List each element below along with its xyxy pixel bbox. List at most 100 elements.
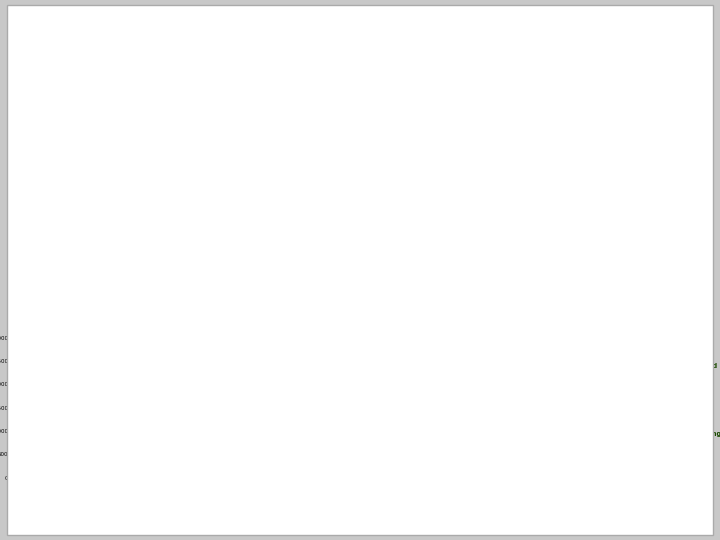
Text: concentration range obtained from literature [2]: concentration range obtained from litera… xyxy=(608,363,717,377)
Bar xyxy=(45,422,58,478)
Bar xyxy=(168,312,192,319)
Bar xyxy=(146,431,156,478)
Text: ICP-AESDetection Limit: ICP-AESDetection Limit xyxy=(459,361,570,370)
Bar xyxy=(375,472,382,478)
Bar xyxy=(363,475,371,478)
Bar xyxy=(14,47,706,49)
Bar xyxy=(163,400,174,478)
Bar xyxy=(23,384,36,478)
Y-axis label: mg/kg: mg/kg xyxy=(243,399,248,416)
Bar xyxy=(14,42,706,45)
Bar xyxy=(328,475,336,478)
Bar xyxy=(125,192,148,319)
Bar xyxy=(146,392,156,478)
Bar xyxy=(67,370,81,478)
Text: Preliminary results about oil elemental profile: Preliminary results about oil elemental … xyxy=(51,20,669,44)
Bar xyxy=(398,471,406,478)
Bar xyxy=(163,353,174,478)
FancyBboxPatch shape xyxy=(613,402,711,467)
Bar xyxy=(328,472,336,478)
Bar xyxy=(432,443,454,461)
Bar xyxy=(14,9,706,12)
Bar xyxy=(233,455,243,478)
Bar xyxy=(14,38,706,40)
Bar xyxy=(292,352,300,478)
FancyBboxPatch shape xyxy=(11,62,709,332)
Bar xyxy=(14,31,706,33)
Bar xyxy=(211,124,235,319)
Bar xyxy=(125,111,148,319)
Bar xyxy=(14,12,706,14)
Bar xyxy=(14,40,706,42)
Bar xyxy=(181,431,192,478)
Bar xyxy=(14,33,706,35)
Bar xyxy=(398,475,406,478)
Bar xyxy=(251,462,261,478)
Text: oil obtained by the "traditional" process shows in general
Ca, Cr, Mn (exceeding: oil obtained by the "traditional" proces… xyxy=(222,264,496,294)
Text: e experimental concentrations fall within the ranges reported in
lue to these ra: e experimental concentrations fall withi… xyxy=(222,182,542,212)
Bar xyxy=(410,472,418,478)
Bar xyxy=(14,35,706,38)
Bar xyxy=(316,474,323,478)
Text: ▶: ▶ xyxy=(199,182,208,192)
Bar xyxy=(23,422,36,478)
Bar xyxy=(89,377,102,478)
FancyBboxPatch shape xyxy=(613,339,711,403)
Text: ▶: ▶ xyxy=(199,264,208,274)
Bar xyxy=(211,206,235,319)
Bar xyxy=(363,471,371,478)
Bar xyxy=(233,431,243,478)
Bar xyxy=(410,475,418,478)
Text: ICPMSDetection Limit - High Sensitivity mode: ICPMSDetection Limit - High Sensitivity … xyxy=(459,448,676,457)
Bar xyxy=(215,408,226,478)
Bar xyxy=(375,475,382,478)
Y-axis label: mg/kg: mg/kg xyxy=(113,399,118,416)
Bar xyxy=(292,401,300,478)
Bar xyxy=(14,19,706,21)
Bar xyxy=(387,469,395,478)
Bar xyxy=(14,54,706,57)
Bar xyxy=(14,49,706,52)
Bar xyxy=(14,45,706,47)
Bar xyxy=(14,52,706,54)
Bar xyxy=(14,28,706,31)
Bar xyxy=(112,406,125,478)
Bar xyxy=(316,469,323,478)
Bar xyxy=(198,400,209,478)
Bar xyxy=(14,14,706,17)
Bar xyxy=(112,436,125,478)
Bar xyxy=(304,469,312,478)
Bar xyxy=(181,400,192,478)
Bar xyxy=(432,356,454,374)
Bar xyxy=(39,309,63,319)
Text: ▶: ▶ xyxy=(199,107,208,118)
Text: S. B. Yasar, E. K. Baran, M. Alkan. Metal determinations in olive oil. In: Olive: S. B. Yasar, E. K. Baran, M. Alkan. Meta… xyxy=(18,498,439,520)
Bar xyxy=(432,401,454,419)
Bar xyxy=(14,24,706,26)
Text: experimental concentration range: experimental concentration range xyxy=(599,431,720,437)
Bar xyxy=(14,26,706,28)
Bar xyxy=(45,382,58,478)
Bar xyxy=(89,417,102,478)
Text: ICPMSDetection Limit - Normal Sensitivity mode: ICPMSDetection Limit - Normal Sensitivit… xyxy=(459,406,688,415)
Bar xyxy=(14,17,706,19)
Bar xyxy=(82,296,106,319)
Bar xyxy=(39,314,63,319)
Bar xyxy=(387,474,395,478)
Bar xyxy=(82,269,106,319)
Bar xyxy=(351,468,359,478)
Text: lts show a rather homogeneous elemental content among all the
os of olive oil.: lts show a rather homogeneous elemental … xyxy=(222,107,532,127)
Bar xyxy=(14,21,706,24)
Bar xyxy=(304,474,312,478)
Bar xyxy=(198,345,209,478)
Bar xyxy=(67,415,81,478)
Bar xyxy=(215,439,226,478)
Bar xyxy=(281,472,288,478)
Bar xyxy=(168,305,192,319)
FancyBboxPatch shape xyxy=(11,489,709,535)
Bar xyxy=(251,439,261,478)
FancyBboxPatch shape xyxy=(0,8,720,58)
Bar xyxy=(351,461,359,478)
Bar xyxy=(281,467,288,478)
Bar xyxy=(339,352,347,478)
